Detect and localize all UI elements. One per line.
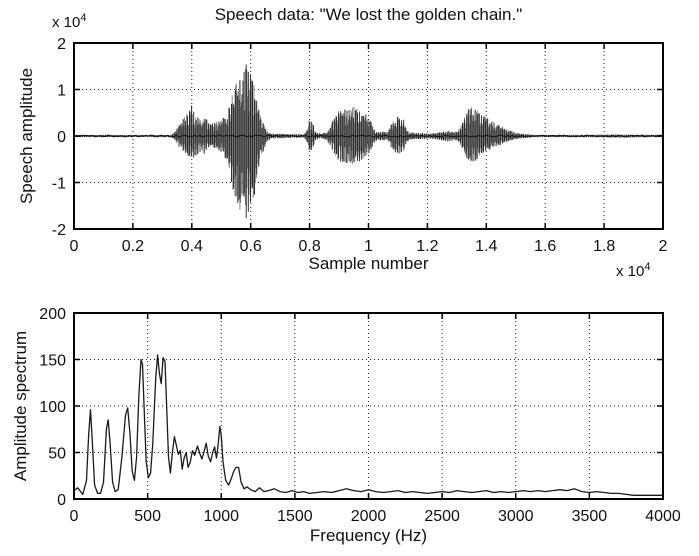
svg-text:1.2: 1.2 [416, 238, 438, 255]
svg-text:0: 0 [70, 238, 79, 255]
svg-text:1000: 1000 [203, 508, 239, 525]
svg-text:3500: 3500 [572, 508, 608, 525]
svg-text:3000: 3000 [498, 508, 534, 525]
svg-text:1.6: 1.6 [534, 238, 556, 255]
bottom-y-axis-label: Amplitude spectrum [11, 330, 30, 482]
svg-text:1500: 1500 [277, 508, 313, 525]
top-x-axis-exponent: x 104 [616, 261, 650, 280]
svg-text:1.4: 1.4 [475, 238, 497, 255]
svg-text:-1: -1 [52, 176, 66, 193]
svg-text:0: 0 [70, 508, 79, 525]
svg-text:1.8: 1.8 [593, 238, 615, 255]
svg-text:0: 0 [57, 129, 66, 146]
svg-text:1: 1 [364, 238, 373, 255]
svg-text:0.6: 0.6 [240, 238, 262, 255]
svg-text:0: 0 [57, 492, 66, 509]
svg-text:2: 2 [659, 238, 668, 255]
svg-text:-2: -2 [52, 222, 66, 239]
svg-text:0.2: 0.2 [122, 238, 144, 255]
svg-text:0.4: 0.4 [181, 238, 203, 255]
top-y-axis-exponent-power: 4 [80, 12, 87, 24]
svg-text:1: 1 [57, 83, 66, 100]
svg-text:4000: 4000 [645, 508, 681, 525]
svg-text:2000: 2000 [351, 508, 387, 525]
svg-text:150: 150 [39, 353, 66, 370]
top-plot-title: Speech data: "We lost the golden chain." [214, 5, 523, 24]
top-y-axis-label: Speech amplitude [17, 67, 36, 205]
svg-text:0.8: 0.8 [298, 238, 320, 255]
bottom-x-axis-label: Frequency (Hz) [309, 526, 428, 545]
top-x-axis-exponent-base: x 10 [616, 263, 645, 280]
svg-text:2: 2 [57, 36, 66, 53]
svg-text:2500: 2500 [424, 508, 460, 525]
top-x-axis-label: Sample number [308, 254, 429, 273]
top-y-axis-exponent: x 104 [52, 12, 86, 31]
svg-text:100: 100 [39, 399, 66, 416]
top-x-axis-exponent-power: 4 [644, 261, 651, 273]
svg-text:200: 200 [39, 306, 66, 323]
svg-text:500: 500 [134, 508, 161, 525]
svg-text:50: 50 [48, 446, 66, 463]
top-y-axis-exponent-base: x 10 [52, 14, 81, 31]
